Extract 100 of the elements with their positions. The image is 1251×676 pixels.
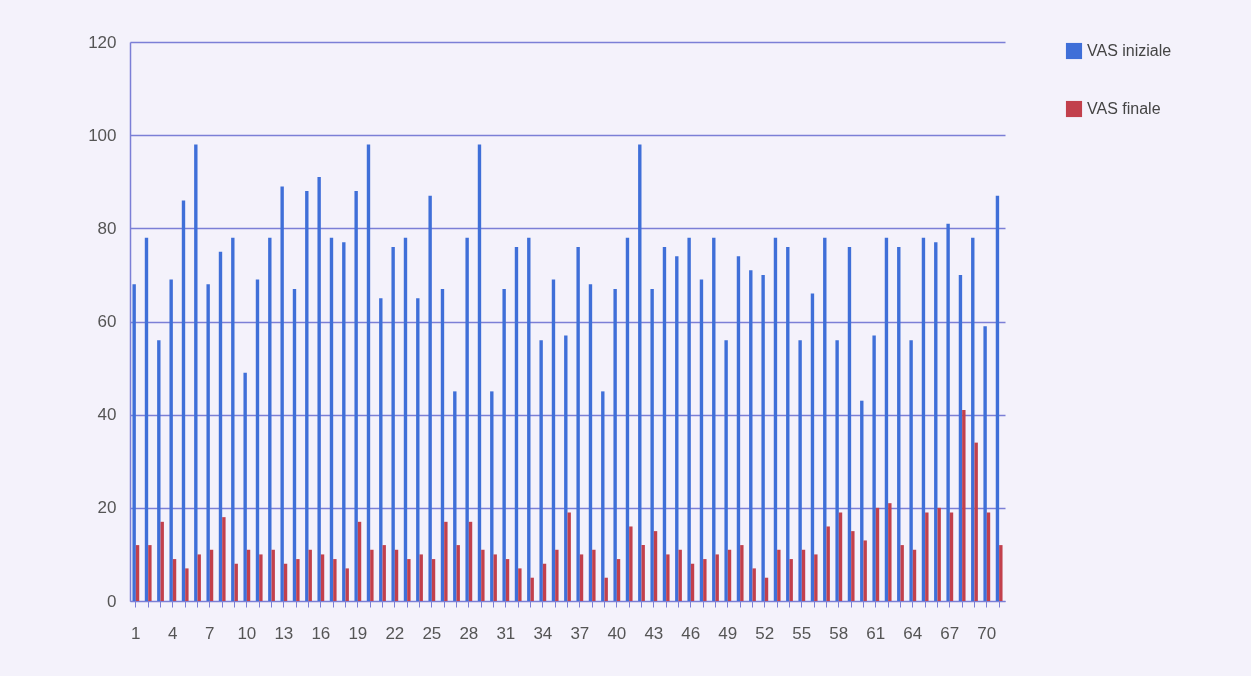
- x-tick-label: 22: [385, 623, 405, 643]
- bar: [974, 442, 978, 601]
- bar: [416, 298, 420, 601]
- bar: [576, 246, 580, 601]
- bar: [826, 526, 830, 601]
- bar: [851, 531, 855, 601]
- bar: [280, 186, 284, 601]
- bar: [937, 507, 941, 601]
- x-tick-label: 31: [496, 623, 516, 643]
- bar: [259, 554, 263, 601]
- bar: [243, 372, 247, 601]
- y-tick-label: 40: [97, 405, 117, 425]
- y-tick-label: 100: [88, 125, 117, 145]
- bar: [407, 559, 411, 601]
- bar: [333, 559, 337, 601]
- x-tick-label: 1: [131, 623, 141, 643]
- y-tick-label: 0: [107, 591, 117, 611]
- bar: [798, 340, 802, 601]
- legend-label: VAS iniziale: [1087, 42, 1172, 59]
- bar: [789, 559, 793, 601]
- bar: [296, 559, 300, 601]
- bar: [490, 391, 494, 601]
- bar: [835, 340, 839, 601]
- y-tick-label: 80: [97, 218, 117, 238]
- bar: [370, 549, 374, 601]
- bar: [379, 298, 383, 601]
- bar: [863, 540, 867, 601]
- x-tick-label: 49: [718, 623, 738, 643]
- bar: [453, 391, 457, 601]
- bar: [703, 559, 707, 601]
- bar: [268, 237, 272, 601]
- x-tick-label: 16: [311, 623, 331, 643]
- bar: [925, 512, 929, 601]
- bar: [983, 326, 987, 601]
- bar: [391, 246, 395, 601]
- x-tick-label: 61: [866, 623, 886, 643]
- bar: [687, 237, 691, 601]
- bar: [752, 568, 756, 601]
- bar: [132, 284, 136, 601]
- y-tick-label: 120: [88, 32, 117, 52]
- bar: [539, 340, 543, 601]
- bar: [194, 144, 198, 601]
- bar: [592, 549, 596, 601]
- bar: [185, 568, 189, 601]
- legend-label: VAS finale: [1087, 100, 1161, 117]
- bar: [761, 274, 765, 601]
- bar: [946, 223, 950, 601]
- bar: [342, 242, 346, 601]
- x-tick-label: 67: [940, 623, 960, 643]
- bar: [206, 284, 210, 601]
- x-tick-label: 37: [570, 623, 590, 643]
- bar: [872, 335, 876, 601]
- x-tick-label: 25: [422, 623, 442, 643]
- bar: [465, 237, 469, 601]
- bar: [666, 554, 670, 601]
- bar: [148, 545, 152, 601]
- x-tick-label: 55: [792, 623, 812, 643]
- bar: [678, 549, 682, 601]
- x-tick-label: 70: [977, 623, 997, 643]
- y-tick-label: 20: [97, 498, 117, 518]
- bar: [317, 177, 321, 601]
- x-tick-label: 28: [459, 623, 479, 643]
- x-tick-label: 58: [829, 623, 849, 643]
- bar: [650, 288, 654, 601]
- x-tick-label: 52: [755, 623, 775, 643]
- bar: [305, 191, 309, 601]
- bar: [169, 279, 173, 601]
- bar: [888, 503, 892, 601]
- bar: [613, 288, 617, 601]
- bar: [724, 340, 728, 601]
- bar: [354, 191, 358, 601]
- bar: [999, 545, 1003, 601]
- bar: [231, 237, 235, 601]
- bar: [777, 549, 781, 601]
- bar: [740, 545, 744, 601]
- bar: [428, 195, 432, 601]
- x-tick-label: 40: [607, 623, 627, 643]
- x-tick-label: 19: [348, 623, 368, 643]
- bar: [555, 549, 559, 601]
- bar: [222, 517, 226, 601]
- x-tick-label: 34: [533, 623, 553, 643]
- bar: [900, 545, 904, 601]
- bar: [814, 554, 818, 601]
- x-tick-label: 64: [903, 623, 923, 643]
- x-tick-label: 46: [681, 623, 701, 643]
- x-tick-label: 10: [237, 623, 257, 643]
- bar: [564, 335, 568, 601]
- bar: [629, 526, 633, 601]
- bar: [481, 549, 485, 601]
- bar: [962, 410, 966, 601]
- bar: [502, 288, 506, 601]
- x-tick-label: 4: [168, 623, 178, 643]
- bar: [641, 545, 645, 601]
- x-tick-label: 43: [644, 623, 664, 643]
- y-tick-label: 60: [97, 312, 117, 331]
- bar: [157, 340, 161, 601]
- bar: [444, 521, 448, 601]
- bar: [518, 568, 522, 601]
- bar: [909, 340, 913, 601]
- x-tick-label: 7: [205, 623, 215, 643]
